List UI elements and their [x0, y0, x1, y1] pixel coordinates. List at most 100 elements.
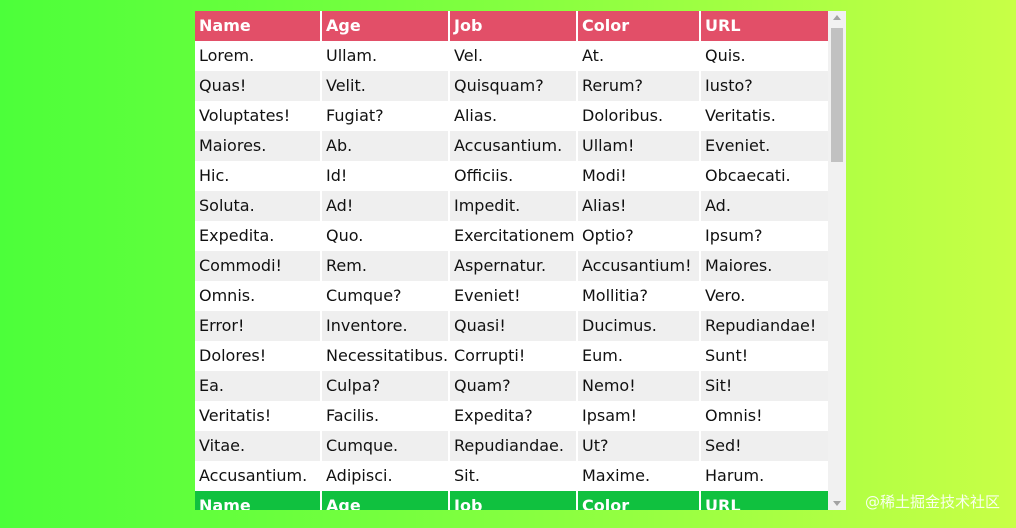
cell-age: Cumque.	[322, 431, 450, 461]
header-name: Name	[195, 11, 322, 41]
table-row: Dolores! Necessitatibus. Corrupti! Eum. Sunt…	[195, 341, 828, 371]
cell-name: Hic.	[195, 161, 322, 191]
cell-color: Ducimus.	[578, 311, 701, 341]
cell-age: Adipisci.	[322, 461, 450, 491]
footer-url: URL	[701, 491, 828, 510]
cell-color: Modi!	[578, 161, 701, 191]
cell-age: Ullam.	[322, 41, 450, 71]
table-header-row: Name Age Job Color URL	[195, 11, 828, 41]
cell-job: Exercitationem!	[450, 221, 578, 251]
cell-name: Maiores.	[195, 131, 322, 161]
table-row: Commodi! Rem. Aspernatur. Accusantium! Maior…	[195, 251, 828, 281]
table-row: Expedita. Quo. Exercitationem! Optio? Ipsum?	[195, 221, 828, 251]
cell-url: Eveniet.	[701, 131, 828, 161]
cell-age: Id!	[322, 161, 450, 191]
cell-url: Ipsum?	[701, 221, 828, 251]
cell-age: Ab.	[322, 131, 450, 161]
footer-age: Age	[322, 491, 450, 510]
cell-age: Ad!	[322, 191, 450, 221]
cell-name: Ea.	[195, 371, 322, 401]
cell-job: Expedita?	[450, 401, 578, 431]
table-row: Veritatis! Facilis. Expedita? Ipsam! Omnis!	[195, 401, 828, 431]
cell-age: Inventore.	[322, 311, 450, 341]
cell-age: Necessitatibus.	[322, 341, 450, 371]
cell-job: Accusantium.	[450, 131, 578, 161]
cell-age: Velit.	[322, 71, 450, 101]
table-row: Vitae. Cumque. Repudiandae. Ut? Sed!	[195, 431, 828, 461]
table-row: Hic. Id! Officiis. Modi! Obcaecati.	[195, 161, 828, 191]
cell-color: Ipsam!	[578, 401, 701, 431]
cell-age: Rem.	[322, 251, 450, 281]
cell-age: Fugiat?	[322, 101, 450, 131]
cell-url: Sunt!	[701, 341, 828, 371]
cell-color: Accusantium!	[578, 251, 701, 281]
watermark: @稀土掘金技术社区	[864, 493, 1000, 511]
table-row: Lorem. Ullam. Vel. At. Quis.	[195, 41, 828, 71]
cell-color: Ut?	[578, 431, 701, 461]
scroll-thumb[interactable]	[831, 28, 843, 162]
header-url: URL	[701, 11, 828, 41]
header-color: Color	[578, 11, 701, 41]
cell-job: Quisquam?	[450, 71, 578, 101]
cell-name: Voluptates!	[195, 101, 322, 131]
cell-name: Error!	[195, 311, 322, 341]
footer-name: Name	[195, 491, 322, 510]
cell-job: Impedit.	[450, 191, 578, 221]
cell-name: Quas!	[195, 71, 322, 101]
cell-color: Rerum?	[578, 71, 701, 101]
cell-url: Iusto?	[701, 71, 828, 101]
scroll-up-arrow-icon[interactable]	[833, 15, 841, 20]
table-panel: Name Age Job Color URL Lorem. Ullam. Vel. A…	[195, 11, 846, 510]
cell-job: Vel.	[450, 41, 578, 71]
cell-job: Repudiandae.	[450, 431, 578, 461]
cell-name: Accusantium.	[195, 461, 322, 491]
cell-color: Ullam!	[578, 131, 701, 161]
cell-color: Doloribus.	[578, 101, 701, 131]
cell-url: Omnis!	[701, 401, 828, 431]
table-row: Omnis. Cumque? Eveniet! Mollitia? Vero.	[195, 281, 828, 311]
cell-name: Omnis.	[195, 281, 322, 311]
cell-name: Expedita.	[195, 221, 322, 251]
header-age: Age	[322, 11, 450, 41]
cell-url: Ad.	[701, 191, 828, 221]
cell-url: Sit!	[701, 371, 828, 401]
table-footer-row: Name Age Job Color URL	[195, 491, 828, 510]
cell-color: Maxime.	[578, 461, 701, 491]
cell-url: Sed!	[701, 431, 828, 461]
cell-name: Veritatis!	[195, 401, 322, 431]
cell-url: Repudiandae!	[701, 311, 828, 341]
table-row: Maiores. Ab. Accusantium. Ullam! Eveniet.	[195, 131, 828, 161]
cell-color: Optio?	[578, 221, 701, 251]
cell-job: Officiis.	[450, 161, 578, 191]
cell-name: Soluta.	[195, 191, 322, 221]
table-row: Accusantium. Adipisci. Sit. Maxime. Harum.	[195, 461, 828, 491]
cell-age: Cumque?	[322, 281, 450, 311]
cell-age: Culpa?	[322, 371, 450, 401]
footer-color: Color	[578, 491, 701, 510]
cell-color: Eum.	[578, 341, 701, 371]
cell-color: Mollitia?	[578, 281, 701, 311]
cell-job: Alias.	[450, 101, 578, 131]
cell-color: Alias!	[578, 191, 701, 221]
cell-age: Facilis.	[322, 401, 450, 431]
cell-job: Aspernatur.	[450, 251, 578, 281]
cell-color: At.	[578, 41, 701, 71]
table-row: Quas! Velit. Quisquam? Rerum? Iusto?	[195, 71, 828, 101]
cell-name: Lorem.	[195, 41, 322, 71]
vertical-scrollbar[interactable]	[828, 11, 846, 510]
scroll-down-arrow-icon[interactable]	[833, 501, 841, 506]
cell-job: Quasi!	[450, 311, 578, 341]
cell-age: Quo.	[322, 221, 450, 251]
table-row: Error! Inventore. Quasi! Ducimus. Repudianda…	[195, 311, 828, 341]
cell-name: Vitae.	[195, 431, 322, 461]
cell-url: Obcaecati.	[701, 161, 828, 191]
table-row: Voluptates! Fugiat? Alias. Doloribus. Verita…	[195, 101, 828, 131]
cell-color: Nemo!	[578, 371, 701, 401]
cell-url: Vero.	[701, 281, 828, 311]
cell-url: Harum.	[701, 461, 828, 491]
cell-job: Quam?	[450, 371, 578, 401]
cell-url: Veritatis.	[701, 101, 828, 131]
cell-job: Corrupti!	[450, 341, 578, 371]
cell-name: Dolores!	[195, 341, 322, 371]
cell-name: Commodi!	[195, 251, 322, 281]
